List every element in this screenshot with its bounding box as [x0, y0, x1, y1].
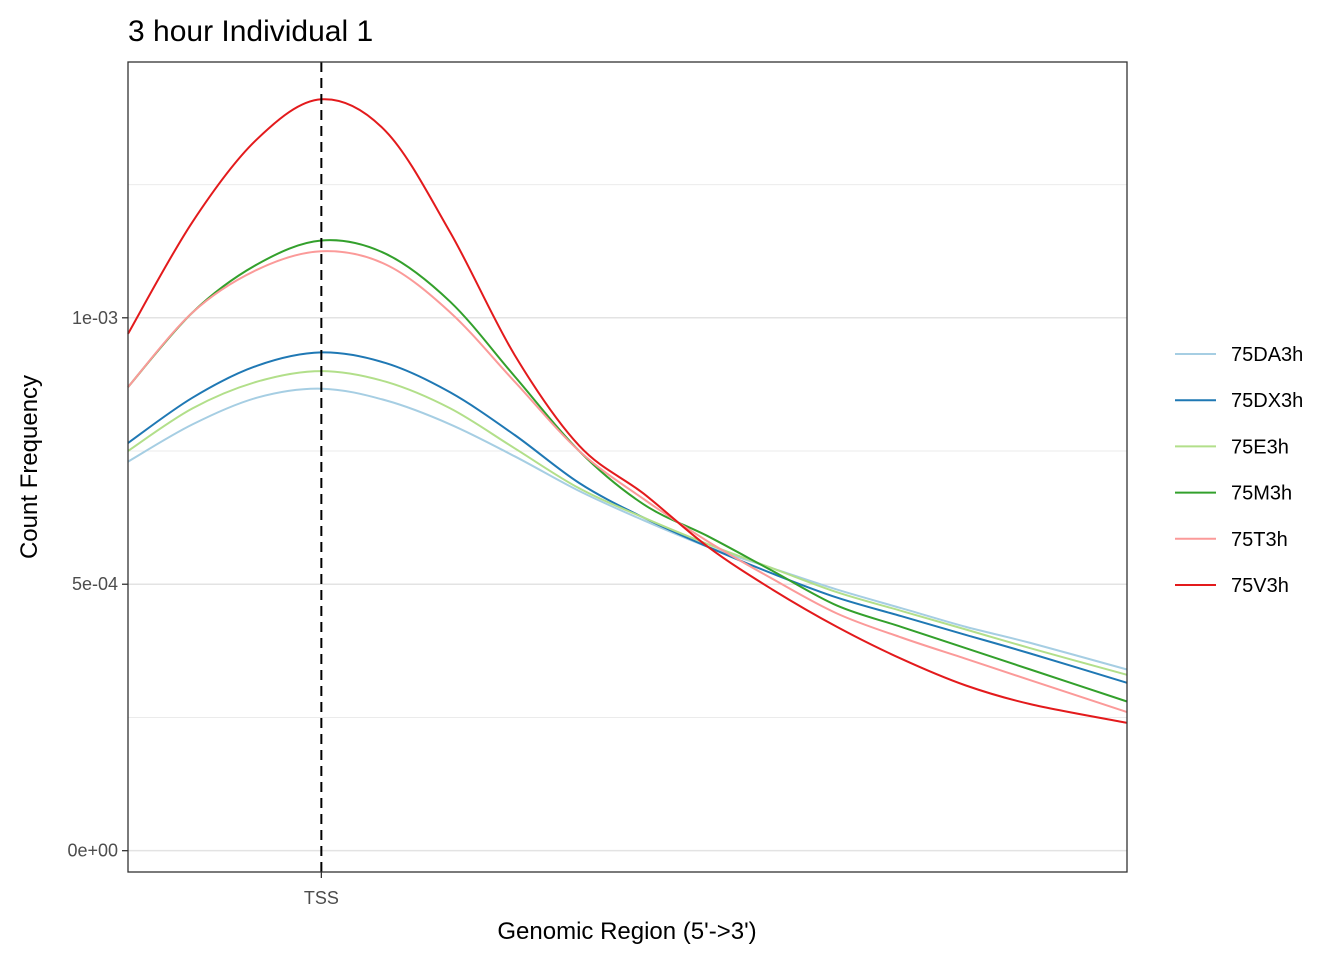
legend-label-75T3h: 75T3h: [1231, 529, 1288, 551]
series-lines: [127, 98, 1128, 724]
series-line-75E3h: [127, 370, 1128, 676]
plot-panel-border: [127, 61, 1128, 873]
grid-lines: [128, 184, 1127, 852]
series-line-75DA3h: [127, 387, 1128, 671]
legend-label-75DX3h: 75DX3h: [1231, 390, 1303, 412]
y-tick-label: 1e-03: [72, 308, 118, 328]
series-line-75DX3h: [127, 351, 1128, 684]
x-tick-label: TSS: [304, 888, 339, 908]
y-axis-title: Count Frequency: [16, 375, 43, 559]
legend-label-75M3h: 75M3h: [1231, 483, 1292, 505]
series-line-75T3h: [127, 250, 1128, 714]
legend-label-75DA3h: 75DA3h: [1231, 344, 1303, 366]
chart-title: 3 hour Individual 1: [128, 15, 373, 48]
legend-label-75E3h: 75E3h: [1231, 436, 1289, 458]
x-axis-title: Genomic Region (5'->3'): [497, 918, 756, 945]
y-tick-label: 0e+00: [67, 841, 118, 861]
series-line-75V3h: [127, 98, 1128, 724]
x-axis-ticks: TSS: [304, 872, 339, 908]
legend: 75DA3h 75DX3h 75E3h 75M3h 75T3h 75V3h: [1175, 344, 1303, 597]
y-axis-ticks: 0e+00 5e-04 1e-03: [67, 308, 128, 861]
series-line-75M3h: [127, 239, 1128, 703]
y-tick-label: 5e-04: [72, 574, 118, 594]
legend-label-75V3h: 75V3h: [1231, 575, 1289, 597]
